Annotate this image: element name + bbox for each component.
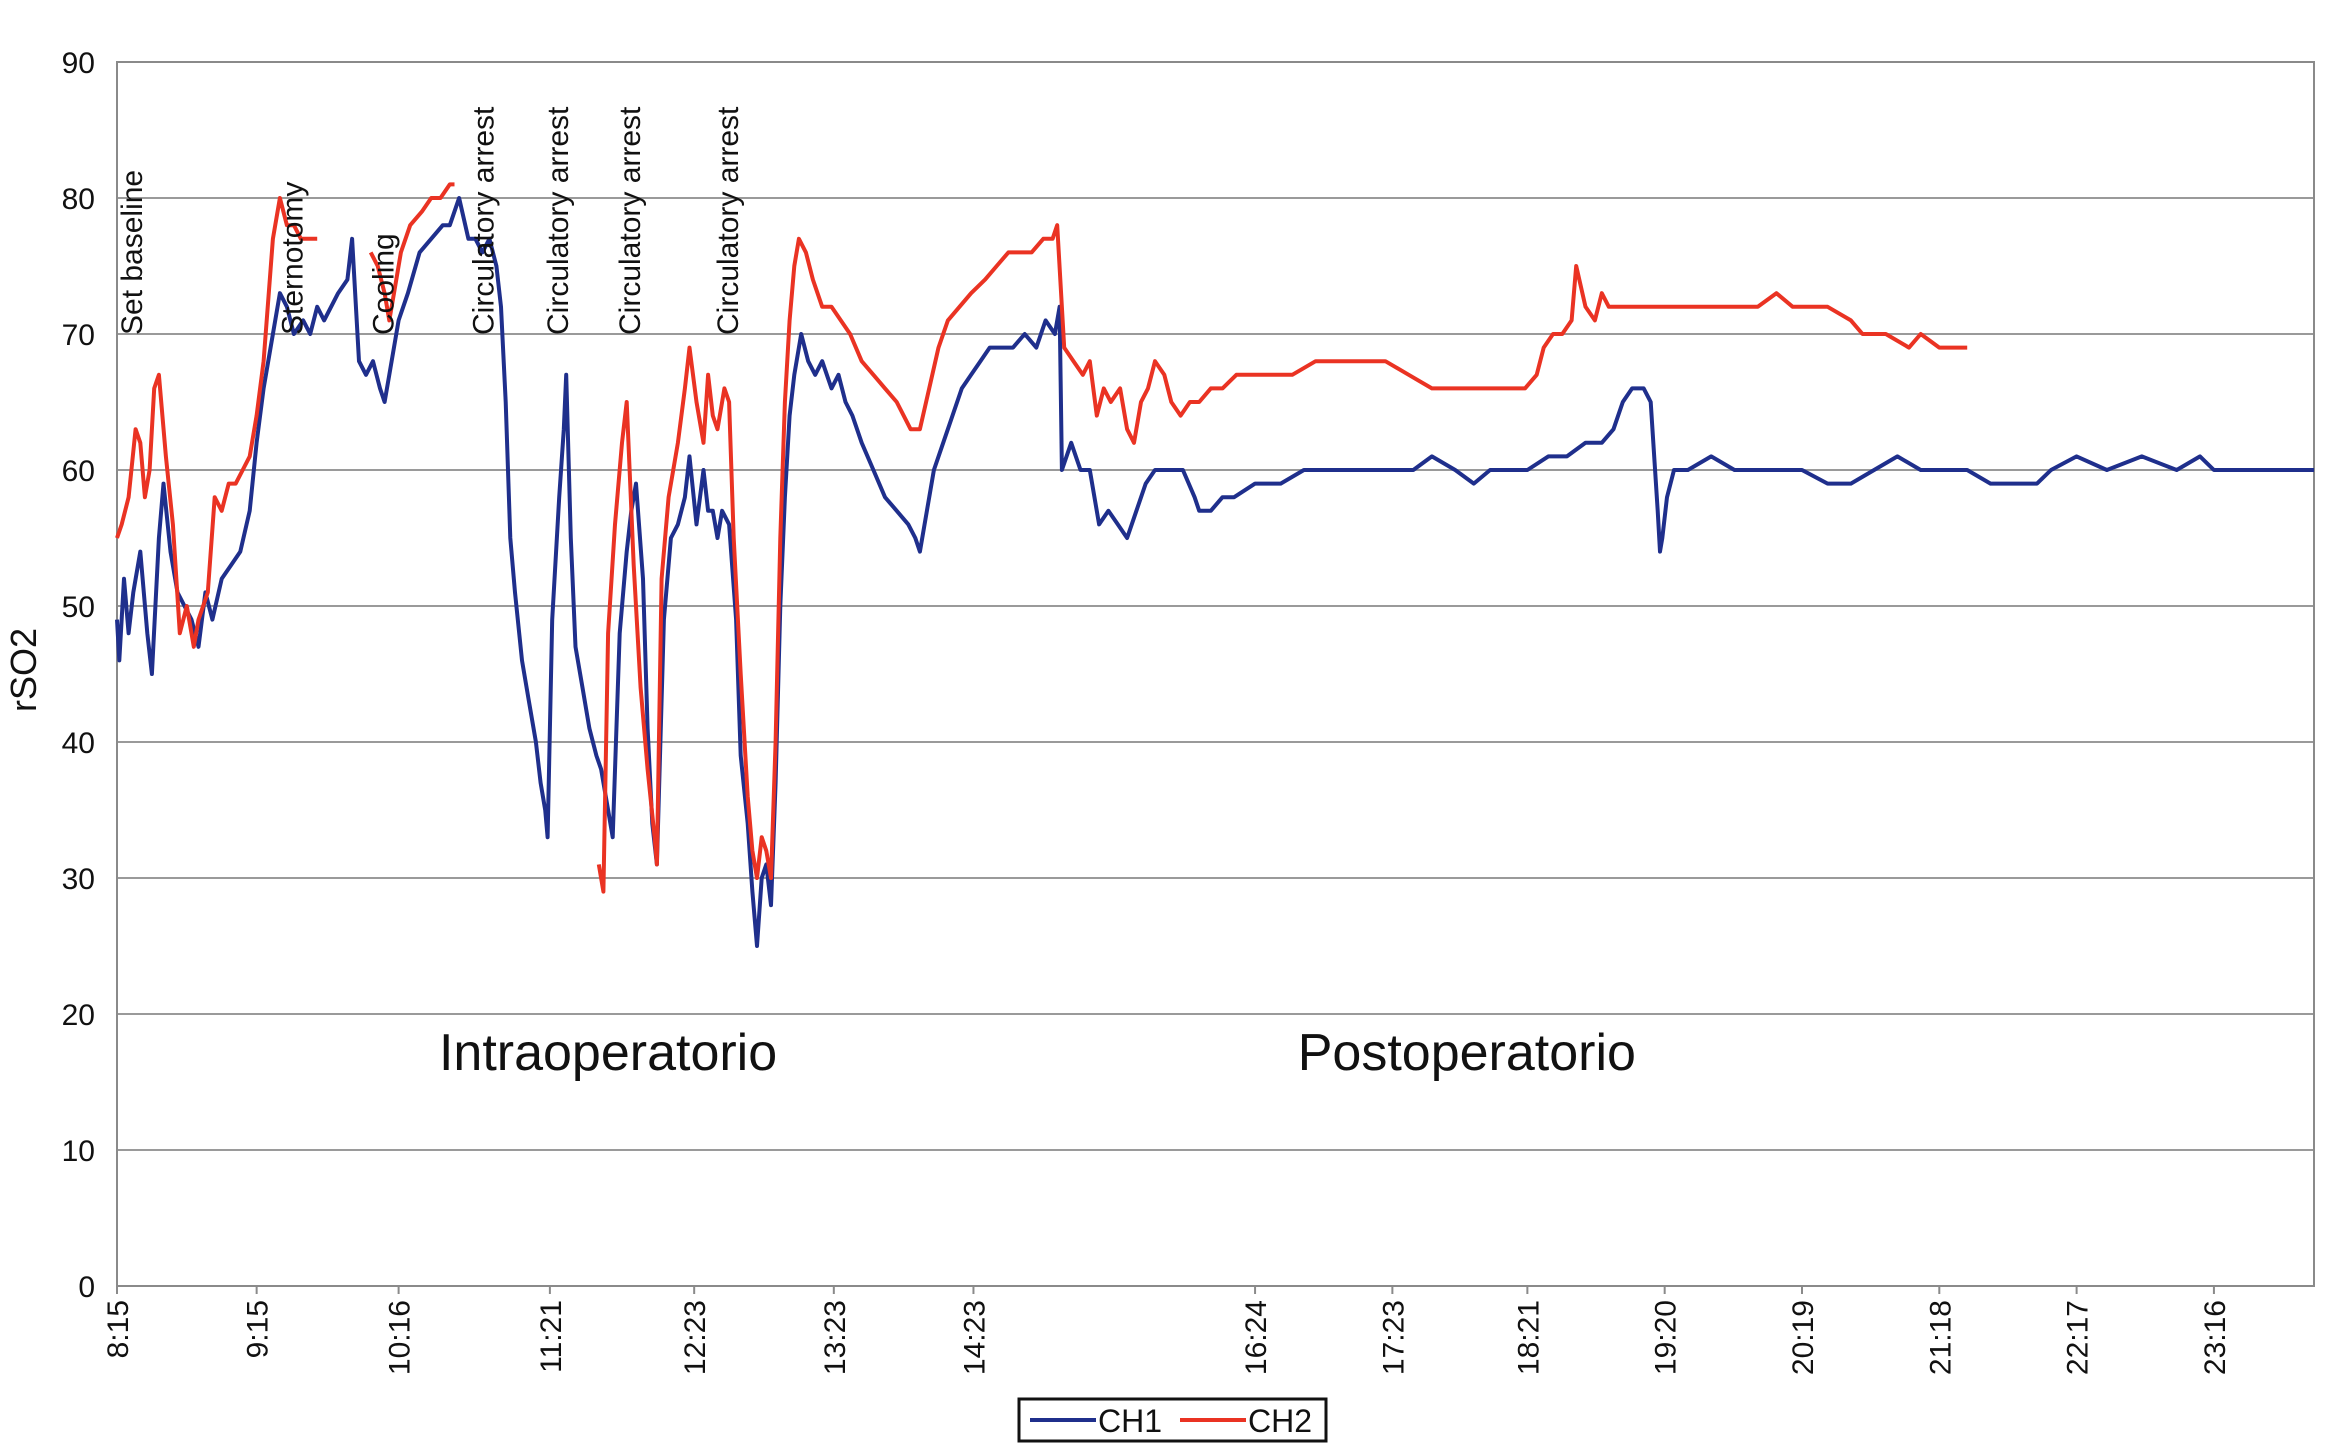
- y-tick-label-20: 20: [62, 999, 95, 1032]
- legend: CH1 CH2: [1017, 1397, 1328, 1443]
- phase-label-1: Postoperatorio: [1298, 1024, 1636, 1082]
- y-tick-label-80: 80: [62, 183, 95, 216]
- x-tick-label-6: 14:23: [958, 1300, 991, 1375]
- x-tick-label-0: 8:15: [102, 1300, 135, 1358]
- x-tick-label-12: 21:18: [1924, 1300, 1957, 1375]
- series-line-ch1: [115, 196, 2314, 948]
- y-tick-label-40: 40: [62, 727, 95, 760]
- legend-ch2-label: CH2: [1248, 1403, 1312, 1439]
- event-label-4: Circulatory arrest: [542, 106, 575, 335]
- y-axis-label: rSO2: [3, 628, 44, 712]
- y-tick-label-0: 0: [78, 1271, 95, 1304]
- event-label-0: Set baseline: [116, 170, 149, 335]
- y-tick-label-60: 60: [62, 455, 95, 488]
- y-tick-label-10: 10: [62, 1135, 95, 1168]
- event-label-6: Circulatory arrest: [712, 106, 745, 335]
- x-tick-label-4: 12:23: [679, 1300, 712, 1375]
- x-tick-label-11: 20:19: [1787, 1300, 1820, 1375]
- phase-label-0: Intraoperatorio: [439, 1024, 777, 1082]
- x-tick-label-3: 11:21: [535, 1300, 568, 1373]
- x-tick-label-10: 19:20: [1650, 1300, 1683, 1375]
- x-tick-label-9: 18:21: [1512, 1300, 1545, 1375]
- event-label-3: Circulatory arrest: [467, 106, 500, 335]
- y-tick-label-30: 30: [62, 863, 95, 896]
- x-axis-ticks: 8:15 9:15 10:16 11:21 12:23 13:23 14:23 16:24 17…: [102, 1286, 2232, 1375]
- y-tick-label-50: 50: [62, 591, 95, 624]
- x-tick-label-5: 13:23: [819, 1300, 852, 1375]
- event-annotations: Set baseline Sternotomy Cooling Circulatory…: [116, 106, 745, 335]
- x-tick-label-14: 23:16: [2199, 1300, 2232, 1375]
- legend-ch1-label: CH1: [1098, 1403, 1162, 1439]
- event-label-1: Sternotomy: [277, 182, 310, 335]
- y-tick-label-90: 90: [62, 47, 95, 80]
- phase-labels: Intraoperatorio Postoperatorio: [439, 1024, 1636, 1082]
- x-tick-label-2: 10:16: [384, 1300, 417, 1375]
- x-tick-label-7: 16:24: [1240, 1300, 1273, 1375]
- event-label-2: Cooling: [367, 233, 400, 335]
- y-axis-ticks: 0 10 20 30 40 50 60 70 80 90: [62, 47, 95, 1304]
- y-tick-label-70: 70: [62, 319, 95, 352]
- x-tick-label-8: 17:23: [1377, 1300, 1410, 1375]
- x-tick-label-13: 22:17: [2062, 1300, 2095, 1375]
- event-label-5: Circulatory arrest: [614, 106, 647, 335]
- x-tick-label-1: 9:15: [242, 1300, 275, 1358]
- plot-frame: [116, 61, 2315, 1287]
- data-series: [115, 182, 2314, 948]
- series-line-ch2: [115, 182, 1968, 894]
